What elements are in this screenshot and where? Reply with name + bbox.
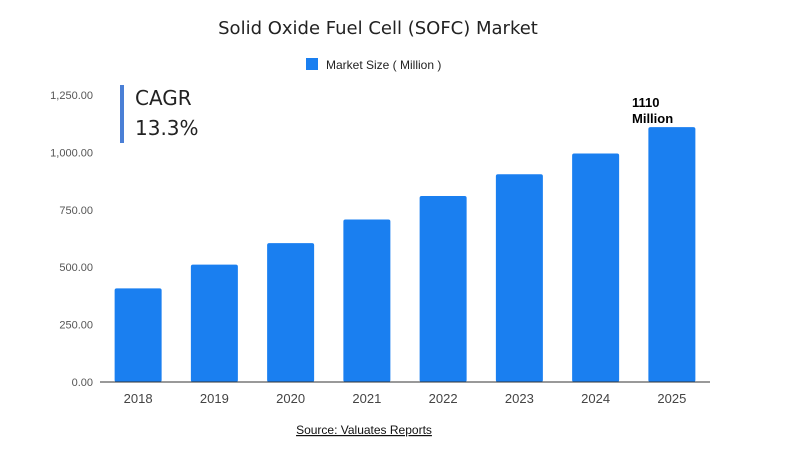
cagr-title: CAGR xyxy=(135,86,192,110)
y-tick-label: 0.00 xyxy=(72,377,93,389)
bar-2018 xyxy=(114,288,162,382)
bar-2021 xyxy=(343,219,391,382)
bar-2019 xyxy=(190,264,238,382)
last-bar-unit: Million xyxy=(632,111,673,126)
y-tick-label: 1,250.00 xyxy=(50,90,93,102)
legend: Market Size ( Million ) xyxy=(306,58,441,72)
last-bar-value: 1110 xyxy=(632,95,660,110)
x-tick-label: 2024 xyxy=(581,391,610,406)
y-axis-ticks: 0.00 250.00 500.00 750.00 1,000.00 1,250.00 xyxy=(50,90,93,389)
chart-title: Solid Oxide Fuel Cell (SOFC) Market xyxy=(218,18,538,39)
legend-label: Market Size ( Million ) xyxy=(326,58,441,72)
bar-2022 xyxy=(419,196,467,382)
x-tick-label: 2021 xyxy=(352,391,381,406)
bar-2020 xyxy=(267,243,315,382)
x-tick-label: 2022 xyxy=(429,391,458,406)
bar-2025 xyxy=(648,127,696,382)
x-tick-label: 2018 xyxy=(124,391,153,406)
cagr-value: 13.3% xyxy=(135,116,199,140)
bars xyxy=(114,127,696,382)
y-tick-label: 250.00 xyxy=(59,320,93,332)
cagr-bar xyxy=(120,85,124,143)
y-tick-label: 1,000.00 xyxy=(50,147,93,159)
y-tick-label: 500.00 xyxy=(59,262,93,274)
x-tick-label: 2023 xyxy=(505,391,534,406)
legend-swatch xyxy=(306,58,318,70)
x-tick-label: 2020 xyxy=(276,391,305,406)
x-tick-label: 2019 xyxy=(200,391,229,406)
x-axis-ticks: 2018 2019 2020 2021 2022 2023 2024 2025 xyxy=(124,391,687,406)
bar-2023 xyxy=(495,174,543,382)
last-bar-annotation: 1110 Million xyxy=(632,95,673,126)
source-link[interactable]: Source: Valuates Reports xyxy=(296,423,432,437)
cagr-annotation: CAGR 13.3% xyxy=(120,85,199,143)
y-tick-label: 750.00 xyxy=(59,205,93,217)
x-tick-label: 2025 xyxy=(657,391,686,406)
bar-2024 xyxy=(572,153,620,382)
